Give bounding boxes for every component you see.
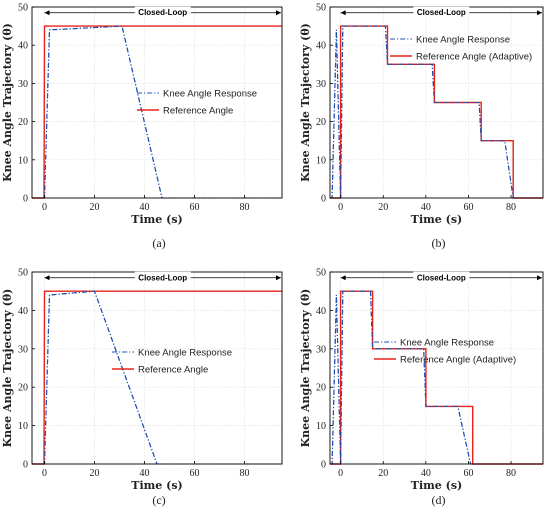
chart-panel-a: 0 20 40 60 80 0 10 20 30 40 50 Time (s) Knee Angle T… <box>1 3 283 250</box>
y-tick-label: 0 <box>321 194 326 205</box>
y-tick-label: 40 <box>18 306 28 317</box>
x-tick-label: 60 <box>463 468 473 479</box>
annotation-label: Closed-Loop <box>417 8 466 17</box>
x-tick-label: 80 <box>240 202 250 213</box>
y-tick-label: 0 <box>321 460 326 471</box>
y-tick-label: 10 <box>18 155 28 166</box>
y-tick-label: 30 <box>316 79 326 90</box>
y-tick-label: 30 <box>18 344 28 355</box>
y-tick-label: 50 <box>18 3 28 14</box>
x-tick-label: 40 <box>421 202 431 213</box>
x-axis-label: Time (s) <box>131 479 182 492</box>
y-tick-label: 30 <box>316 344 326 355</box>
plot-area <box>330 272 543 464</box>
y-axis-label: Knee Angle Trajectory (θ) <box>1 23 14 182</box>
x-tick-label: 60 <box>190 468 200 479</box>
subfigure-caption: (a) <box>152 236 165 250</box>
chart-panel-c: 0 20 40 60 80 0 10 20 30 40 50 Time (s) Knee Angle T… <box>1 268 283 507</box>
annotation-label: Closed-Loop <box>417 273 466 282</box>
legend-label-reference: Reference Angle (Adaptive) <box>400 355 516 366</box>
annotation-label-bg <box>134 6 191 17</box>
annotation-arrowhead-left <box>44 275 50 281</box>
x-tick-label: 20 <box>90 202 100 213</box>
y-axis-label: Knee Angle Trajectory (θ) <box>299 23 312 182</box>
y-tick-label: 10 <box>316 155 326 166</box>
x-axis-label: Time (s) <box>411 213 462 226</box>
legend-label-reference: Reference Angle (Adaptive) <box>416 52 532 63</box>
x-tick-label: 40 <box>140 202 150 213</box>
x-tick-label: 0 <box>42 202 47 213</box>
legend-label-response: Knee Angle Response <box>163 89 257 100</box>
annotation-arrowhead-right <box>276 275 281 281</box>
annotation-arrowhead-left <box>340 275 346 281</box>
x-axis-label: Time (s) <box>411 479 462 492</box>
x-tick-label: 0 <box>338 202 343 213</box>
annotation-label: Closed-Loop <box>138 8 187 17</box>
x-tick-label: 40 <box>421 468 431 479</box>
annotation-arrowhead-left <box>44 10 50 16</box>
annotation-arrowhead-left <box>340 10 346 16</box>
series-line-response-overlay <box>330 25 543 199</box>
x-tick-label: 40 <box>140 468 150 479</box>
chart-panel-b: 0 20 40 60 80 0 10 20 30 40 50 Time (s) Knee Angle T… <box>299 3 544 250</box>
y-tick-label: 20 <box>316 117 326 128</box>
y-tick-label: 40 <box>316 306 326 317</box>
y-tick-label: 40 <box>18 41 28 52</box>
plot-area <box>32 272 282 464</box>
series-line-reference <box>330 25 543 199</box>
x-tick-label: 20 <box>378 468 388 479</box>
legend-label-response: Knee Angle Response <box>400 338 494 349</box>
annotation-arrowhead-right <box>537 10 542 16</box>
x-tick-label: 60 <box>463 202 473 213</box>
annotation-label-bg <box>134 271 191 282</box>
annotation-label-bg <box>413 6 470 17</box>
y-tick-label: 10 <box>316 421 326 432</box>
x-tick-label: 60 <box>190 202 200 213</box>
y-tick-label: 0 <box>23 460 28 471</box>
y-tick-label: 30 <box>18 79 28 90</box>
annotation-arrowhead-right <box>276 10 281 16</box>
plot-area <box>32 7 282 198</box>
subfigure-caption: (b) <box>432 236 446 250</box>
x-tick-label: 80 <box>506 202 516 213</box>
x-tick-label: 20 <box>90 468 100 479</box>
y-axis-label: Knee Angle Trajectory (θ) <box>299 289 312 448</box>
legend-label-response: Knee Angle Response <box>138 348 232 359</box>
legend-label-response: Knee Angle Response <box>416 35 510 46</box>
y-tick-label: 20 <box>316 383 326 394</box>
annotation-label: Closed-Loop <box>138 273 187 282</box>
annotation-label-bg <box>413 271 470 282</box>
y-tick-label: 0 <box>23 194 28 205</box>
annotation-arrowhead-right <box>537 275 542 281</box>
x-axis-label: Time (s) <box>131 213 182 226</box>
x-tick-label: 20 <box>378 202 388 213</box>
x-tick-label: 0 <box>338 468 343 479</box>
x-tick-label: 80 <box>506 468 516 479</box>
y-tick-label: 20 <box>18 117 28 128</box>
y-tick-label: 40 <box>316 41 326 52</box>
x-tick-label: 80 <box>240 468 250 479</box>
subfigure-caption: (d) <box>432 493 446 507</box>
y-tick-label: 20 <box>18 383 28 394</box>
y-tick-label: 50 <box>18 268 28 279</box>
y-axis-label: Knee Angle Trajectory (θ) <box>1 289 14 448</box>
chart-panel-d: 0 20 40 60 80 0 10 20 30 40 50 Time (s) Knee Angle T… <box>299 268 544 507</box>
series-line-response-overlay <box>330 290 543 465</box>
y-tick-label: 50 <box>316 268 326 279</box>
y-tick-label: 10 <box>18 421 28 432</box>
legend-label-reference: Reference Angle <box>163 106 233 117</box>
y-tick-label: 50 <box>316 3 326 14</box>
legend-label-reference: Reference Angle <box>138 365 208 376</box>
x-tick-label: 0 <box>42 468 47 479</box>
subfigure-caption: (c) <box>152 493 165 507</box>
